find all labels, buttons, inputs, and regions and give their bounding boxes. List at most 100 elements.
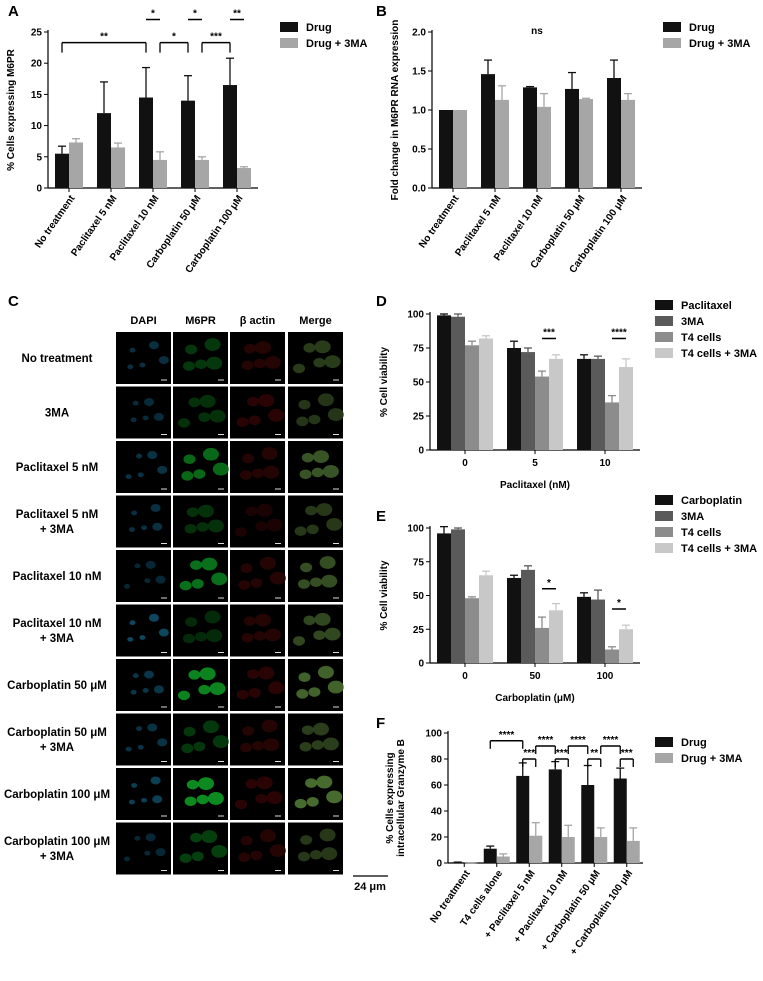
- cell-blob: [207, 519, 224, 533]
- cell-blob: [152, 795, 163, 804]
- legend-swatch: [655, 300, 673, 310]
- legend-swatch: [663, 22, 681, 32]
- bar-b: [495, 99, 509, 188]
- y-tick-label: 0: [418, 446, 424, 457]
- column-header: β actin: [240, 315, 276, 327]
- cell-blob: [241, 632, 254, 643]
- cell-blob: [178, 418, 190, 428]
- bar-b: [523, 87, 537, 188]
- scale-bar-label: 24 μm: [354, 881, 386, 893]
- bar-e: [535, 627, 549, 663]
- bar-b: [453, 110, 467, 188]
- cell-blob: [305, 778, 318, 788]
- row-label: Carboplatin 50 μM: [7, 680, 107, 692]
- y-tick-label: 25: [413, 412, 425, 423]
- cell-blob: [236, 417, 249, 427]
- sig-label: ***: [621, 748, 633, 759]
- bar-d: [521, 352, 535, 450]
- cell-blob: [253, 631, 266, 641]
- cell-blob: [191, 851, 204, 862]
- micrograph-tile: [230, 441, 285, 493]
- micrograph-tile: [116, 550, 171, 602]
- legend-entry: Drug + 3MA: [689, 38, 750, 50]
- sig-label: ***: [543, 327, 555, 338]
- bar-f: [496, 856, 510, 863]
- cell-blob: [301, 452, 314, 463]
- cell-blob: [150, 503, 161, 512]
- micrograph-tile: [116, 495, 171, 548]
- y-axis-label: % Cells expressing M6PR: [6, 48, 17, 170]
- cell-blob: [252, 468, 265, 479]
- cell-blob: [184, 796, 197, 807]
- cell-blob: [209, 409, 226, 423]
- cell-blob: [199, 394, 216, 408]
- cell-blob: [268, 681, 285, 695]
- cell-blob: [209, 682, 226, 696]
- panel-d: D 0 25 50 75 100 % Cell viability 0 5 10 Paclitaxe…: [376, 293, 757, 491]
- cell-blob: [198, 777, 214, 790]
- legend-swatch: [655, 737, 673, 747]
- cell-blob: [255, 793, 268, 804]
- bar-d: [619, 367, 633, 450]
- panel-e: E 0 25 50 75 100 % Cell viability 0 50 100 Carbopl…: [376, 495, 757, 704]
- bar-b: [565, 88, 579, 188]
- cell-blob: [258, 394, 275, 407]
- panel-a: A 0 5 10 15 20 25 % Cells expressing M6PR No tre…: [6, 3, 367, 275]
- cell-blob: [183, 726, 196, 737]
- sig-label: ****: [538, 735, 554, 746]
- bar-f: [581, 785, 595, 863]
- y-tick-label: 25: [31, 28, 43, 39]
- cell-blob: [253, 358, 266, 369]
- cell-blob: [305, 505, 318, 516]
- cell-blob: [326, 517, 343, 531]
- bar-d: [535, 376, 549, 450]
- cell-blob: [137, 472, 144, 478]
- x-tick-label: No treatment: [33, 193, 78, 250]
- legend-swatch: [655, 332, 673, 342]
- cell-blob: [201, 830, 218, 843]
- cell-blob: [263, 465, 280, 479]
- cell-blob: [144, 578, 151, 584]
- row-label: + 3MA: [40, 524, 74, 536]
- row-label: Paclitaxel 10 nM: [13, 618, 102, 630]
- cell-blob: [128, 799, 135, 805]
- cell-blob: [321, 574, 338, 588]
- cell-blob: [322, 737, 339, 751]
- cell-blob: [131, 510, 138, 516]
- cell-blob: [206, 356, 223, 370]
- y-tick-label: 0.5: [412, 145, 426, 156]
- cell-blob: [242, 726, 255, 736]
- cell-blob: [193, 469, 206, 479]
- cell-blob: [153, 412, 164, 421]
- cell-blob: [127, 636, 134, 642]
- cell-blob: [132, 400, 139, 406]
- bar-b: [537, 106, 551, 188]
- bar-d: [437, 315, 451, 450]
- y-tick-label: 5: [36, 152, 42, 163]
- cell-blob: [178, 690, 190, 701]
- bar-f: [529, 835, 543, 863]
- x-tick-label: 100: [597, 671, 614, 682]
- cell-blob: [181, 471, 194, 481]
- cell-blob: [250, 578, 263, 588]
- cell-blob: [181, 743, 194, 754]
- row-label: Carboplatin 50 μM: [7, 727, 107, 739]
- cell-blob: [322, 465, 339, 478]
- cell-blob: [204, 338, 221, 351]
- y-tick-label: 75: [413, 344, 425, 355]
- cell-blob: [157, 738, 168, 747]
- micrograph-tile: [288, 822, 343, 875]
- cell-blob: [188, 397, 201, 408]
- cell-blob: [144, 670, 154, 679]
- cell-blob: [153, 685, 164, 694]
- row-label: + 3MA: [40, 851, 74, 863]
- cell-blob: [124, 856, 130, 862]
- cell-blob: [188, 670, 201, 680]
- cell-blob: [313, 722, 329, 736]
- legend-entry: Drug: [306, 22, 332, 34]
- cell-blob: [300, 562, 313, 573]
- bar-f: [516, 775, 530, 863]
- cell-blob: [195, 631, 208, 642]
- sig-label: **: [590, 748, 598, 759]
